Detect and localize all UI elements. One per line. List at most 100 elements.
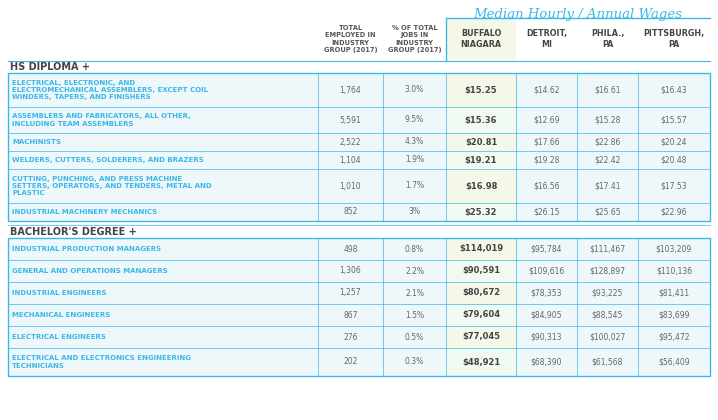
Text: $25.32: $25.32: [465, 207, 498, 216]
Bar: [8, 73, 446, 107]
Text: ASSEMBLERS AND FABRICATORS, ALL OTHER,
INCLUDING TEAM ASSEMBLERS: ASSEMBLERS AND FABRICATORS, ALL OTHER, I…: [12, 113, 191, 126]
Bar: [516, 282, 710, 304]
Text: 4.3%: 4.3%: [405, 137, 424, 147]
Text: 0.5%: 0.5%: [405, 333, 424, 341]
Text: ELECTRICAL ENGINEERS: ELECTRICAL ENGINEERS: [12, 334, 106, 340]
Bar: [516, 133, 710, 151]
Text: 202: 202: [343, 357, 358, 367]
Text: $16.98: $16.98: [465, 181, 497, 191]
Text: 0.8%: 0.8%: [405, 244, 424, 254]
Text: 498: 498: [343, 244, 358, 254]
Bar: [516, 151, 710, 169]
Text: $48,921: $48,921: [462, 357, 500, 367]
Bar: [446, 282, 516, 304]
Bar: [446, 151, 516, 169]
Text: DETROIT,
MI: DETROIT, MI: [526, 29, 567, 49]
Text: 1,764: 1,764: [340, 86, 361, 94]
Text: 1.9%: 1.9%: [405, 155, 424, 165]
Text: 5,591: 5,591: [340, 116, 361, 124]
Text: $68,390: $68,390: [531, 357, 562, 367]
Text: 1,010: 1,010: [340, 181, 361, 191]
Text: $114,019: $114,019: [459, 244, 503, 254]
Text: INDUSTRIAL ENGINEERS: INDUSTRIAL ENGINEERS: [12, 290, 106, 296]
Text: $15.36: $15.36: [465, 116, 498, 124]
Bar: [8, 260, 446, 282]
Bar: [446, 203, 516, 221]
Bar: [516, 304, 710, 326]
Bar: [446, 18, 516, 60]
Bar: [446, 73, 516, 107]
Text: ELECTRICAL AND ELECTRONICS ENGINEERING
TECHNICIANS: ELECTRICAL AND ELECTRONICS ENGINEERING T…: [12, 355, 191, 369]
Text: $81,411: $81,411: [658, 289, 689, 297]
Text: $16.61: $16.61: [595, 86, 621, 94]
Text: 0.3%: 0.3%: [405, 357, 424, 367]
Text: $16.43: $16.43: [661, 86, 687, 94]
Text: $95,784: $95,784: [531, 244, 562, 254]
Text: ELECTRICAL, ELECTRONIC, AND
ELECTROMECHANICAL ASSEMBLERS, EXCEPT COIL
WINDERS, T: ELECTRICAL, ELECTRONIC, AND ELECTROMECHA…: [12, 80, 208, 100]
Text: $15.57: $15.57: [661, 116, 687, 124]
Text: $88,545: $88,545: [592, 310, 623, 320]
Bar: [516, 169, 710, 203]
Bar: [8, 348, 446, 376]
Bar: [516, 348, 710, 376]
Bar: [446, 260, 516, 282]
Text: $17.66: $17.66: [533, 137, 560, 147]
Text: $19.21: $19.21: [465, 155, 498, 165]
Text: $77,045: $77,045: [462, 333, 500, 341]
Text: MACHINISTS: MACHINISTS: [12, 139, 61, 145]
Text: 1.5%: 1.5%: [405, 310, 424, 320]
Text: $95,472: $95,472: [658, 333, 690, 341]
Text: $17.53: $17.53: [661, 181, 687, 191]
Text: $26.15: $26.15: [533, 207, 560, 216]
Text: $109,616: $109,616: [528, 267, 564, 276]
Text: $16.56: $16.56: [533, 181, 560, 191]
Bar: [446, 326, 516, 348]
Text: 2.2%: 2.2%: [405, 267, 424, 276]
Bar: [516, 238, 710, 260]
Bar: [446, 304, 516, 326]
Text: $20.48: $20.48: [661, 155, 687, 165]
Text: WELDERS, CUTTERS, SOLDERERS, AND BRAZERS: WELDERS, CUTTERS, SOLDERERS, AND BRAZERS: [12, 157, 204, 163]
Bar: [516, 73, 710, 107]
Bar: [8, 326, 446, 348]
Text: 867: 867: [343, 310, 358, 320]
Text: $90,591: $90,591: [462, 267, 500, 276]
Text: $22.42: $22.42: [595, 155, 620, 165]
Text: 1,104: 1,104: [340, 155, 361, 165]
Bar: [446, 133, 516, 151]
Text: $78,353: $78,353: [531, 289, 562, 297]
Text: 2,522: 2,522: [340, 137, 361, 147]
Text: 1,306: 1,306: [340, 267, 361, 276]
Bar: [8, 304, 446, 326]
Text: $84,905: $84,905: [531, 310, 562, 320]
Text: 3%: 3%: [409, 207, 421, 216]
Bar: [8, 169, 446, 203]
Text: HS DIPLOMA +: HS DIPLOMA +: [10, 62, 90, 72]
Text: $17.41: $17.41: [595, 181, 621, 191]
Text: Median Hourly / Annual Wages: Median Hourly / Annual Wages: [473, 8, 683, 21]
Bar: [446, 348, 516, 376]
Text: INDUSTRIAL PRODUCTION MANAGERS: INDUSTRIAL PRODUCTION MANAGERS: [12, 246, 161, 252]
Text: $83,699: $83,699: [658, 310, 690, 320]
Text: $25.65: $25.65: [595, 207, 621, 216]
Bar: [446, 169, 516, 203]
Bar: [8, 203, 446, 221]
Bar: [446, 238, 516, 260]
Text: $79,604: $79,604: [462, 310, 500, 320]
Text: 852: 852: [343, 207, 358, 216]
Text: $56,409: $56,409: [658, 357, 690, 367]
Text: 3.0%: 3.0%: [405, 86, 424, 94]
Text: PHILA.,
PA: PHILA., PA: [591, 29, 624, 49]
Text: $80,672: $80,672: [462, 289, 500, 297]
Text: % OF TOTAL
JOBS IN
INDUSTRY
GROUP (2017): % OF TOTAL JOBS IN INDUSTRY GROUP (2017): [388, 25, 442, 53]
Text: $103,209: $103,209: [656, 244, 692, 254]
Text: CUTTING, PUNCHING, AND PRESS MACHINE
SETTERS, OPERATORS, AND TENDERS, METAL AND
: CUTTING, PUNCHING, AND PRESS MACHINE SET…: [12, 176, 212, 196]
Text: 2.1%: 2.1%: [405, 289, 424, 297]
Text: $14.62: $14.62: [533, 86, 560, 94]
Text: 1.7%: 1.7%: [405, 181, 424, 191]
Text: BACHELOR'S DEGREE +: BACHELOR'S DEGREE +: [10, 227, 136, 237]
Text: $22.86: $22.86: [595, 137, 620, 147]
Text: 276: 276: [343, 333, 358, 341]
Text: $12.69: $12.69: [533, 116, 560, 124]
Text: $20.81: $20.81: [465, 137, 497, 147]
